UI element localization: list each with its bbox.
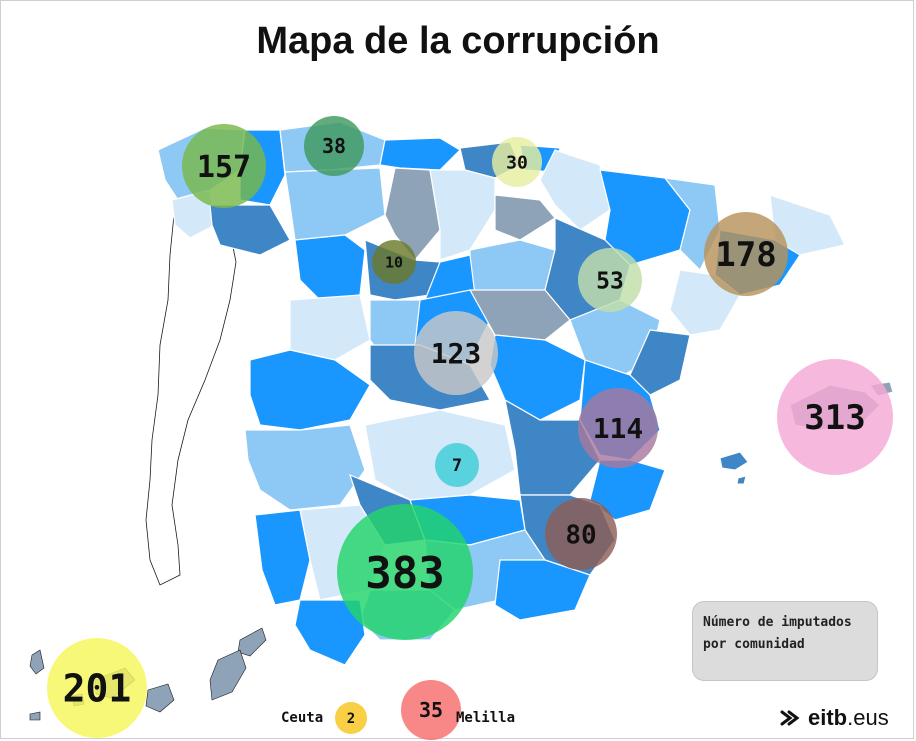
eitb-logo-text: eitb.eus [808,705,889,730]
province-cantabria [379,137,461,171]
eitb-logo: eitb.eus [780,700,889,736]
province-caceres [249,349,371,431]
bubble-value-castilla-y-le-n: 10 [385,253,403,271]
bubble-murcia [545,498,617,570]
province-salamanca [289,294,371,361]
bubble-arag-n [578,248,642,312]
island-lanzarote [237,627,267,657]
bubble-value-castilla-la-mancha: 7 [452,456,462,476]
melilla-label: Melilla [456,710,516,726]
bubble-canarias [47,638,147,738]
bubble-value-madrid: 123 [431,337,482,370]
bubble-andaluc-a [337,504,473,640]
bubble-galicia [182,124,266,208]
island-ibiza [719,451,749,471]
province-leon [284,167,386,241]
bubble-value-pa-s-vasco: 30 [506,152,528,173]
legend-line-2: por comunidad [703,637,805,652]
bubble-value-melilla: 35 [419,698,443,722]
bubble-value-ceuta: 2 [347,711,355,727]
bubble-value-asturias: 38 [322,134,346,158]
province-burgos [429,169,496,261]
bubble-layer: 157 38 30 178 10 53 123 114 313 7 80 383 201 2 35 [47,116,893,740]
legend-line-1: Número de imputados [703,615,852,630]
ceuta-label: Ceuta [281,710,324,726]
provinces [157,121,846,666]
eitb-logo-icon [780,710,800,726]
legend-box: Número de imputados por comunidad [692,601,878,681]
island-gran-canaria [145,683,175,713]
province-zamora [294,234,366,301]
bubble-asturias [304,116,364,176]
bubble-value-andaluc-a: 383 [365,548,444,599]
bubble-value-catalu-a: 178 [715,235,776,275]
bubble-melilla [401,680,461,740]
bubble-value-comunidad-valenciana: 114 [593,412,644,445]
bubble-catalu-a [704,212,788,296]
bubble-castilla-la-mancha [435,443,479,487]
portugal-outline [145,204,237,586]
province-castellon [629,329,691,396]
bubble-value-arag-n: 53 [596,268,624,294]
bubble-value-canarias: 201 [63,667,132,711]
province-albacete [504,398,601,496]
province-almeria [494,559,591,621]
province-huelva [254,509,311,606]
bubble-value-galicia: 157 [197,150,251,185]
province-guadalajara [468,289,571,341]
map-title: Mapa de la corrupción [256,20,660,62]
bubble-castilla-y-le-n [372,240,416,284]
bubble-baleares [777,359,893,475]
province-badajoz [244,424,366,511]
province-ourense [209,204,291,256]
bubble-madrid [414,311,498,395]
province-cuenca [489,334,586,421]
island-hierro [29,711,41,721]
bubble-value-murcia: 80 [565,520,596,550]
island-la-palma [29,649,45,675]
bubble-value-baleares: 313 [804,398,865,438]
bubble-pa-s-vasco [492,137,542,187]
bubble-ceuta [335,702,367,734]
island-fuerteventura [209,649,247,701]
island-formentera [736,475,747,485]
bubble-comunidad-valenciana [578,388,658,468]
province-la-rioja [494,194,556,241]
